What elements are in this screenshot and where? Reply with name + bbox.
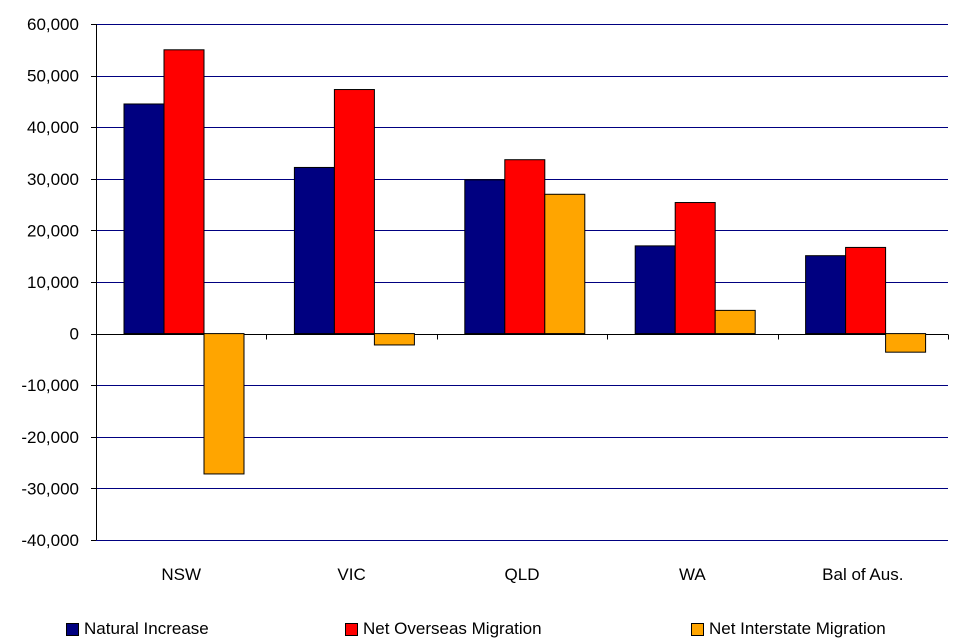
- bar-net-interstate-migration-qld: [544, 193, 586, 335]
- y-tick-label: 0: [70, 325, 79, 344]
- bar-net-interstate-migration-nsw: [203, 333, 245, 475]
- y-tick-label: -20,000: [21, 428, 79, 447]
- legend-swatch-natural-increase: [66, 622, 79, 636]
- bar-net-interstate-migration-vic: [373, 333, 415, 346]
- x-category-label: QLD: [505, 565, 540, 584]
- y-tick-label: 60,000: [27, 15, 79, 34]
- bar-net-interstate-migration-wa: [714, 309, 756, 335]
- y-tick-label: -10,000: [21, 376, 79, 395]
- legend-label-net-overseas-migration: Net Overseas Migration: [363, 619, 542, 638]
- bar-natural-increase-wa: [634, 245, 676, 335]
- bar-natural-increase-bal-of-aus: [805, 255, 847, 335]
- legend-swatch-net-interstate-migration: [691, 622, 704, 636]
- bar-net-overseas-migration-wa: [674, 202, 716, 335]
- x-category-label: NSW: [161, 565, 201, 584]
- y-tick-label: 30,000: [27, 170, 79, 189]
- bar-net-overseas-migration-vic: [333, 89, 375, 335]
- legend-item-natural-increase: Natural Increase: [66, 619, 209, 639]
- legend-label-natural-increase: Natural Increase: [84, 619, 209, 638]
- legend-swatch-net-overseas-migration: [345, 622, 358, 636]
- bar-natural-increase-vic: [293, 166, 335, 335]
- bar-net-overseas-migration-bal-of-aus: [845, 246, 887, 335]
- y-tick-label: 10,000: [27, 273, 79, 292]
- bar-net-interstate-migration-bal-of-aus: [885, 333, 927, 353]
- bar-natural-increase-qld: [464, 179, 506, 335]
- legend-item-net-overseas-migration: Net Overseas Migration: [345, 619, 542, 639]
- y-tick-label: 40,000: [27, 118, 79, 137]
- legend-item-net-interstate-migration: Net Interstate Migration: [691, 619, 886, 639]
- bar-natural-increase-nsw: [123, 103, 165, 335]
- legend-label-net-interstate-migration: Net Interstate Migration: [709, 619, 886, 638]
- x-category-label: VIC: [337, 565, 365, 584]
- y-tick-label: -40,000: [21, 531, 79, 550]
- y-tick-label: 50,000: [27, 67, 79, 86]
- x-category-label: WA: [679, 565, 706, 584]
- chart-legend: Natural Increase Net Overseas Migration …: [0, 619, 960, 640]
- x-category-label: Bal of Aus.: [822, 565, 903, 584]
- y-tick-label: -30,000: [21, 479, 79, 498]
- y-tick-label: 20,000: [27, 221, 79, 240]
- bar-net-overseas-migration-nsw: [163, 49, 205, 335]
- bar-net-overseas-migration-qld: [504, 159, 546, 335]
